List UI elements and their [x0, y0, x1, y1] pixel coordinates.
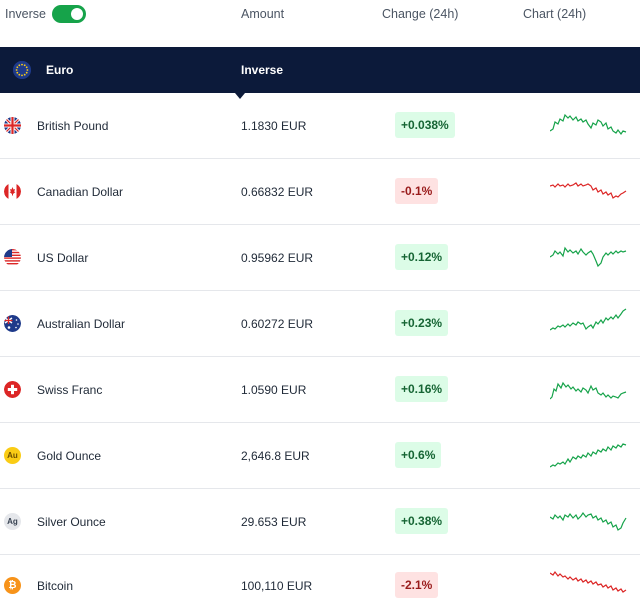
- amount-value: 1.0590 EUR: [241, 383, 307, 397]
- base-row-caret: [235, 93, 245, 99]
- sparkline-chart: [550, 511, 627, 531]
- inverse-toggle[interactable]: [52, 5, 86, 23]
- amount-value: 2,646.8 EUR: [241, 449, 310, 463]
- column-header-change: Change (24h): [382, 7, 459, 21]
- currency-name: Gold Ounce: [37, 449, 102, 463]
- sparkline-chart: [550, 570, 627, 593]
- sparkline-chart: [550, 246, 627, 268]
- table-row[interactable]: Australian Dollar 0.60272 EUR +0.23%: [0, 291, 640, 357]
- change-badge: -2.1%: [395, 572, 439, 598]
- change-badge: +0.16%: [395, 376, 449, 402]
- currency-name: Bitcoin: [37, 579, 74, 593]
- change-badge: +0.23%: [395, 310, 449, 336]
- currency-name: British Pound: [37, 119, 109, 133]
- base-inverse-label: Inverse: [241, 63, 284, 77]
- table-row[interactable]: ₿ Bitcoin 100,110 EUR -2.1%: [0, 555, 640, 604]
- base-currency-name: Euro: [46, 63, 74, 77]
- amount-value: 1.1830 EUR: [241, 119, 307, 133]
- table-row[interactable]: British Pound 1.1830 EUR +0.038%: [0, 93, 640, 159]
- table-row[interactable]: Swiss Franc 1.0590 EUR +0.16%: [0, 357, 640, 423]
- amount-value: 100,110 EUR: [241, 579, 313, 593]
- currency-name: Canadian Dollar: [37, 185, 124, 199]
- change-badge: -0.1%: [395, 178, 439, 204]
- toggle-knob: [71, 8, 83, 20]
- swiss-flag-icon: [4, 381, 21, 398]
- bitcoin-icon: ₿: [4, 577, 21, 594]
- table-row[interactable]: US Dollar 0.95962 EUR +0.12%: [0, 225, 640, 291]
- sparkline-chart: [550, 443, 627, 468]
- gold-icon: Au: [4, 447, 21, 464]
- bitcoin-symbol: ₿: [8, 580, 17, 591]
- australia-flag-icon: [4, 315, 21, 332]
- column-header-amount: Amount: [241, 7, 285, 21]
- change-badge: +0.12%: [395, 244, 449, 270]
- currency-name: US Dollar: [37, 251, 89, 265]
- eu-flag-icon: [13, 61, 31, 79]
- inverse-toggle-label: Inverse: [5, 7, 46, 21]
- currency-name: Silver Ounce: [37, 515, 106, 529]
- canada-flag-icon: [4, 183, 21, 200]
- sparkline-chart: [550, 182, 627, 199]
- table-row[interactable]: Au Gold Ounce 2,646.8 EUR +0.6%: [0, 423, 640, 489]
- currency-name: Australian Dollar: [37, 317, 126, 331]
- column-header-chart: Chart (24h): [523, 7, 587, 21]
- table-row[interactable]: Canadian Dollar 0.66832 EUR -0.1%: [0, 159, 640, 225]
- change-badge: +0.038%: [395, 112, 455, 138]
- base-currency-row: Euro Inverse: [0, 47, 640, 93]
- change-badge: +0.38%: [395, 508, 449, 534]
- table-header: Inverse Amount Change (24h) Chart (24h): [0, 0, 640, 46]
- sparkline-chart: [550, 381, 627, 400]
- silver-icon: Ag: [4, 513, 21, 530]
- inverse-toggle-group: Inverse: [5, 5, 86, 23]
- amount-value: 0.60272 EUR: [241, 317, 314, 331]
- sparkline-chart: [550, 308, 627, 331]
- amount-value: 29.653 EUR: [241, 515, 307, 529]
- change-badge: +0.6%: [395, 442, 442, 468]
- sparkline-chart: [550, 113, 627, 136]
- uk-flag-icon: [4, 117, 21, 134]
- amount-value: 0.66832 EUR: [241, 185, 314, 199]
- gold-icon-text: Au: [7, 451, 18, 460]
- table-row[interactable]: Ag Silver Ounce 29.653 EUR +0.38%: [0, 489, 640, 555]
- currency-name: Swiss Franc: [37, 383, 103, 397]
- us-flag-icon: [4, 249, 21, 266]
- amount-value: 0.95962 EUR: [241, 251, 314, 265]
- silver-icon-text: Ag: [7, 517, 18, 526]
